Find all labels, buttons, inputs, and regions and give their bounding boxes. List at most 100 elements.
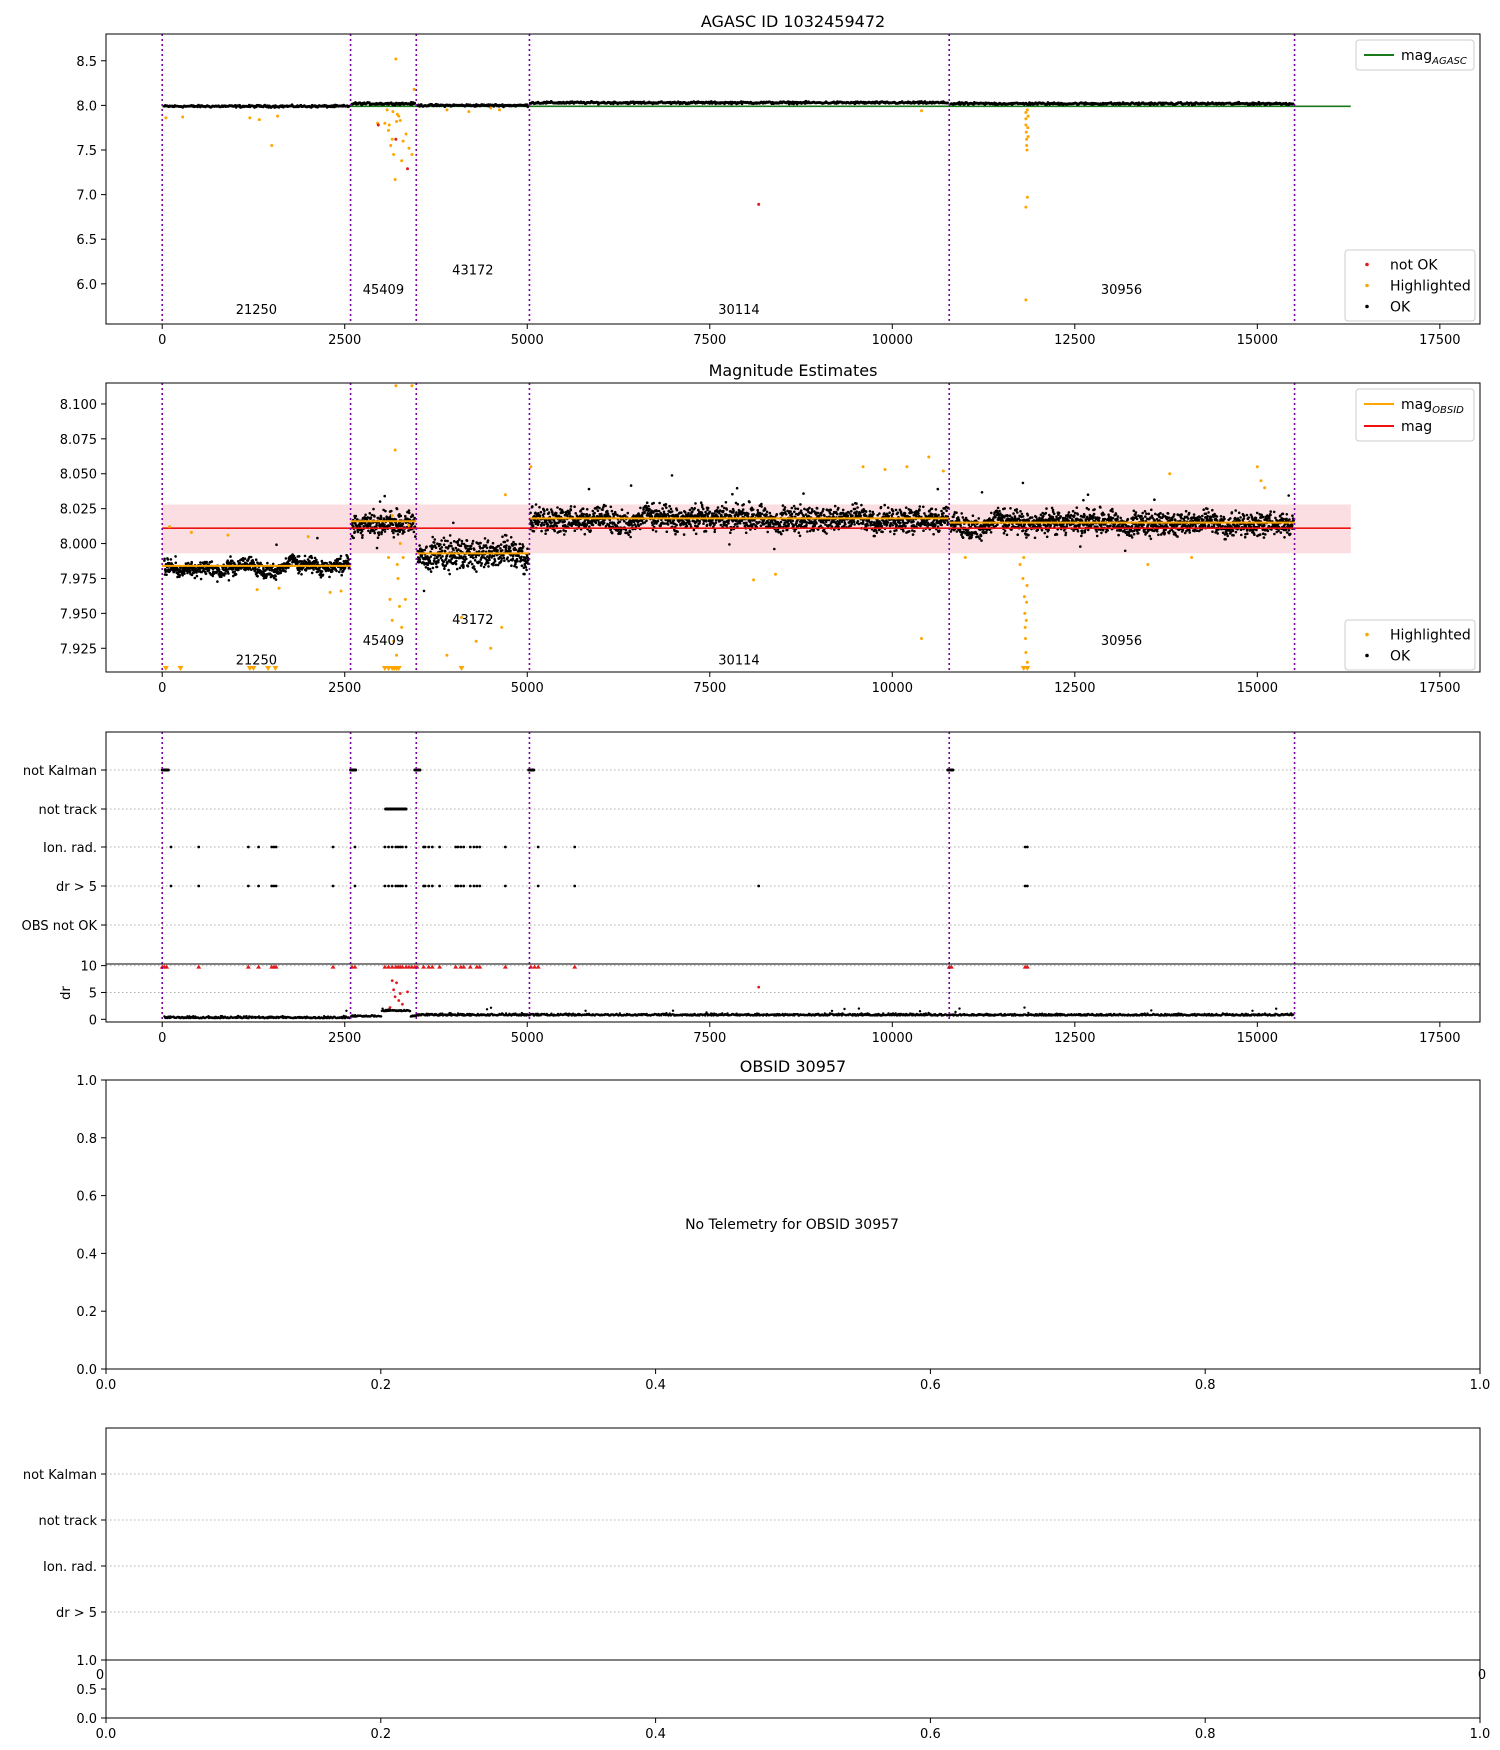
ok-point bbox=[552, 513, 555, 517]
ok-point bbox=[503, 559, 506, 562]
ok-point bbox=[896, 511, 900, 514]
highlighted-point bbox=[1024, 130, 1028, 134]
ok-point bbox=[668, 504, 671, 508]
ok-point bbox=[682, 533, 686, 536]
ok-point bbox=[347, 104, 351, 108]
ok-point bbox=[181, 574, 184, 577]
ok-point bbox=[552, 518, 556, 522]
ok-point bbox=[222, 574, 226, 577]
ok-point bbox=[865, 528, 869, 532]
ok-point bbox=[837, 506, 840, 510]
ok-point bbox=[444, 557, 448, 560]
ok-point bbox=[996, 506, 1000, 510]
highlighted-point bbox=[385, 108, 389, 112]
ok-point bbox=[911, 533, 915, 536]
ok-point bbox=[487, 561, 490, 565]
ok-point bbox=[469, 560, 472, 563]
ok-point bbox=[555, 511, 558, 515]
ok-point bbox=[942, 511, 945, 515]
ok-point bbox=[379, 516, 383, 519]
ok-point bbox=[725, 523, 728, 527]
ok-point bbox=[315, 558, 318, 562]
legend-label-main: OK bbox=[1390, 300, 1411, 316]
ok-point bbox=[934, 508, 938, 511]
ok-point bbox=[653, 522, 656, 525]
agasc-legend-top: magAGASC bbox=[1355, 39, 1475, 71]
ok-point bbox=[652, 501, 655, 505]
ok-point bbox=[358, 525, 362, 528]
ok-point bbox=[501, 549, 504, 552]
ok-point bbox=[891, 512, 895, 516]
ok-point bbox=[487, 565, 490, 568]
x-tick-label: 7500 bbox=[693, 333, 726, 348]
ok-point bbox=[893, 532, 896, 536]
ok-point bbox=[831, 513, 835, 516]
ok-point bbox=[1007, 523, 1011, 527]
ok-point bbox=[743, 511, 746, 515]
ok-point bbox=[629, 484, 633, 487]
ok-point bbox=[984, 531, 988, 534]
ok-point bbox=[690, 506, 694, 510]
ok-point bbox=[748, 500, 751, 504]
highlighted-point bbox=[181, 115, 185, 119]
ok-point bbox=[266, 561, 269, 565]
x-tick-label: 2500 bbox=[328, 333, 361, 348]
ok-point bbox=[591, 520, 594, 524]
ok-point bbox=[511, 557, 515, 561]
ok-point bbox=[328, 575, 331, 579]
highlighted-point bbox=[397, 114, 401, 118]
ok-point bbox=[623, 520, 626, 523]
ok-point bbox=[541, 521, 544, 525]
ok-point bbox=[353, 530, 357, 533]
ok-point bbox=[440, 549, 444, 552]
ok-point bbox=[735, 511, 738, 514]
ok-point bbox=[760, 502, 763, 506]
obsid-annotation: 45409 bbox=[363, 283, 404, 298]
ok-point bbox=[423, 563, 426, 566]
ok-point bbox=[231, 567, 235, 571]
ok-point bbox=[466, 565, 470, 568]
ok-point bbox=[700, 503, 704, 507]
ok-point bbox=[391, 523, 395, 526]
ok-point bbox=[779, 520, 783, 524]
ok-point bbox=[473, 568, 477, 571]
ok-point bbox=[610, 531, 614, 535]
ok-point bbox=[618, 520, 622, 524]
ok-point bbox=[531, 525, 535, 528]
ok-point bbox=[688, 520, 691, 524]
ok-point bbox=[496, 563, 500, 567]
ok-point bbox=[819, 514, 823, 517]
ok-point bbox=[553, 529, 556, 533]
ok-point bbox=[952, 515, 955, 519]
ok-point bbox=[268, 568, 272, 572]
highlighted-point bbox=[383, 121, 387, 125]
ok-point bbox=[426, 555, 429, 558]
x-tick-label: 5000 bbox=[511, 333, 544, 348]
ok-point bbox=[446, 539, 449, 543]
ok-point bbox=[713, 523, 716, 527]
ok-point bbox=[616, 529, 619, 532]
highlighted-point bbox=[389, 144, 393, 148]
ok-point bbox=[216, 580, 219, 583]
ok-point bbox=[492, 563, 495, 567]
ok-point bbox=[448, 572, 452, 576]
ok-point bbox=[205, 560, 208, 564]
ok-point bbox=[221, 572, 224, 575]
ok-point bbox=[675, 523, 678, 527]
ok-point bbox=[186, 571, 189, 575]
ok-point bbox=[619, 529, 623, 532]
y-tick-label: 6.5 bbox=[76, 233, 97, 248]
highlighted-point bbox=[387, 128, 391, 132]
ok-point bbox=[598, 506, 601, 510]
ok-point bbox=[292, 554, 296, 558]
ok-point bbox=[361, 536, 364, 539]
ok-point bbox=[684, 511, 687, 514]
ok-point bbox=[373, 515, 376, 518]
ok-point bbox=[588, 513, 591, 517]
ok-point bbox=[479, 546, 482, 550]
ok-point bbox=[254, 558, 258, 561]
ok-point bbox=[493, 559, 497, 563]
ok-point bbox=[515, 566, 518, 569]
ok-point bbox=[435, 565, 439, 569]
